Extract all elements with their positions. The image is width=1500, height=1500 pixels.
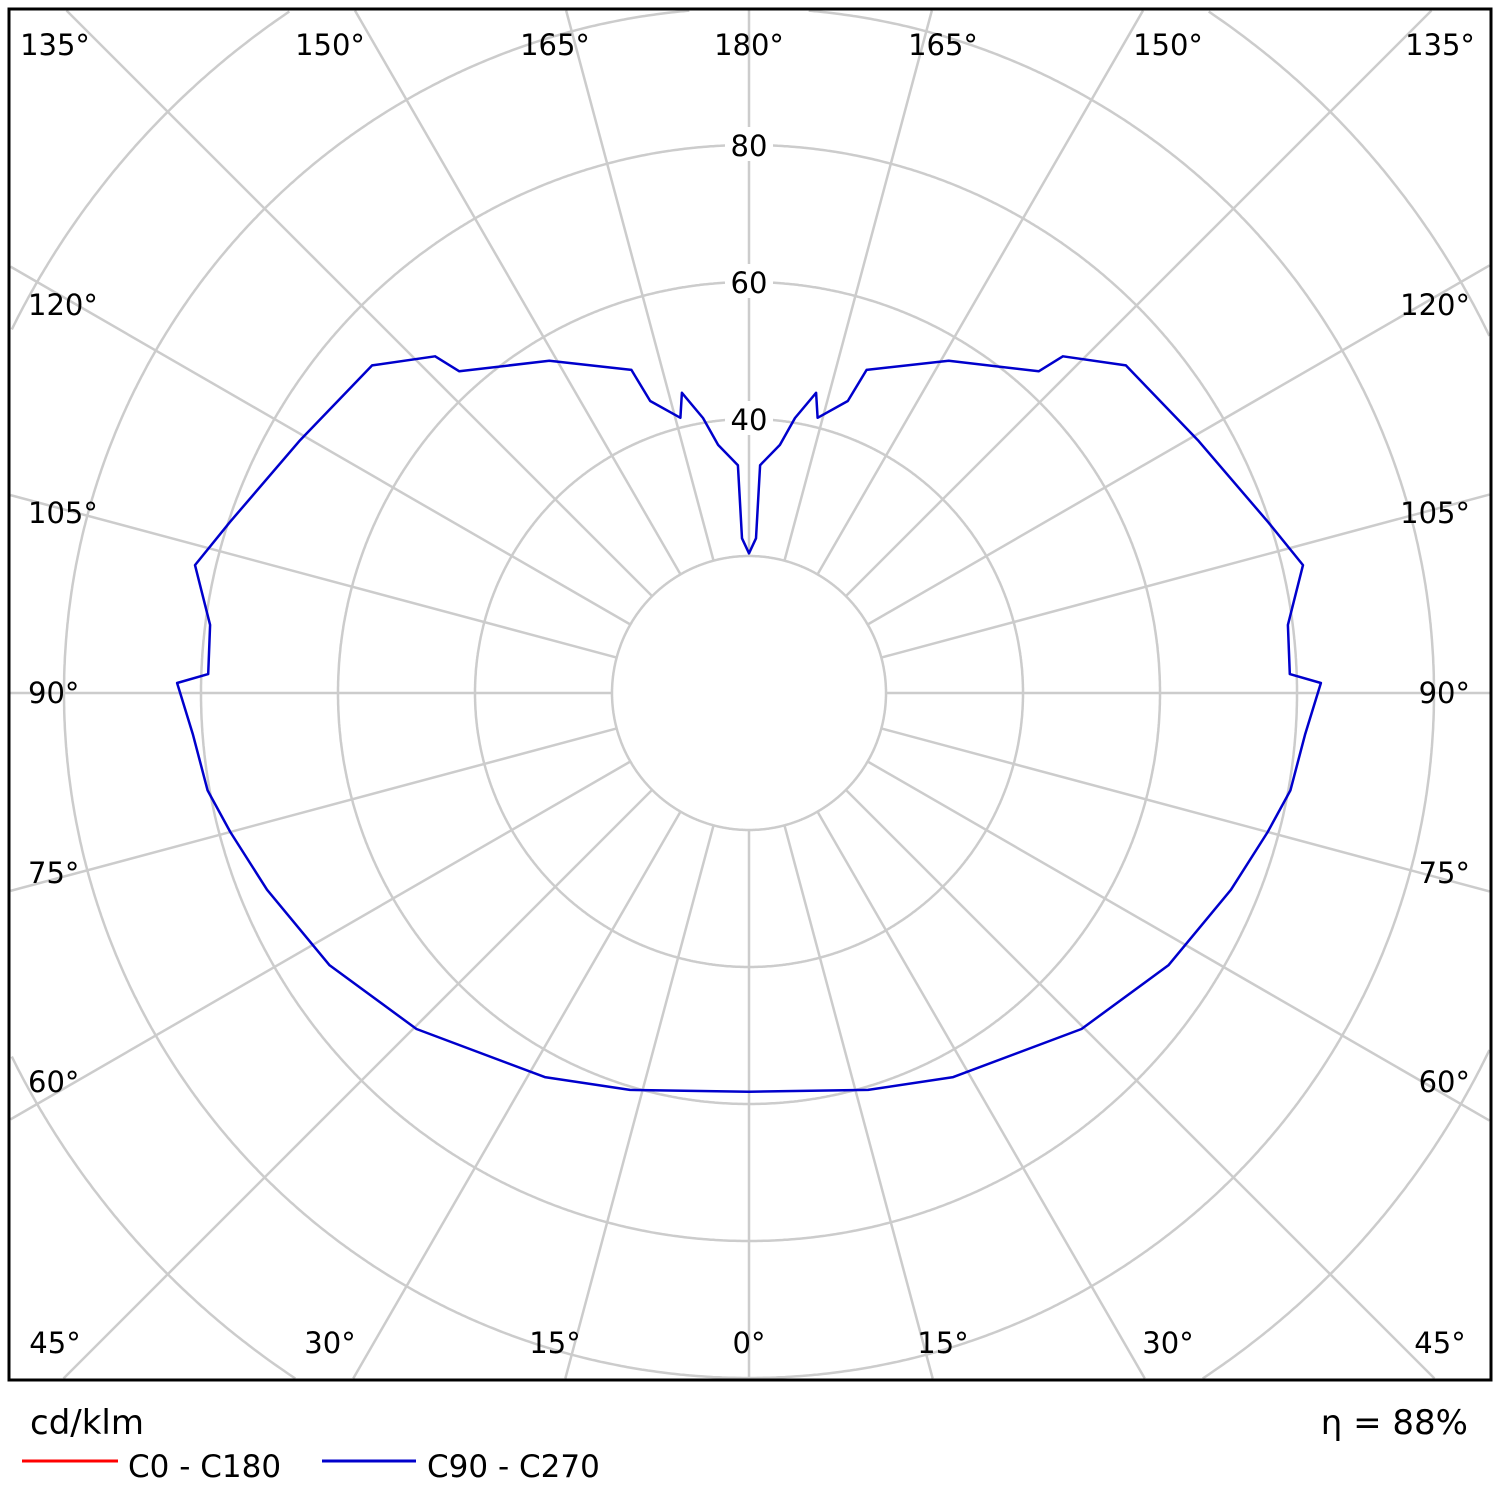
angle-tick-label: 105° <box>1400 496 1470 530</box>
angle-tick-label: 135° <box>20 28 90 62</box>
angle-tick-label: 30° <box>304 1326 355 1360</box>
legend-label-c90: C90 - C270 <box>427 1449 600 1485</box>
unit-label: cd/klm <box>30 1403 144 1443</box>
grid-spoke <box>564 825 715 1379</box>
grid-spoke <box>353 9 682 575</box>
radial-labels: 40 60 80 <box>725 127 773 437</box>
grid-spoke <box>62 788 654 1380</box>
angle-tick-label: 30° <box>1142 1326 1193 1360</box>
grid-spoke <box>867 760 1491 1122</box>
grid-spoke <box>844 9 1433 598</box>
series-curve-1 <box>175 355 1323 1093</box>
curves <box>175 355 1323 1093</box>
angle-tick-label: 60° <box>28 1065 79 1099</box>
grid-spoke <box>564 10 715 561</box>
grid-spoke <box>881 493 1490 659</box>
grid-spoke <box>9 265 631 626</box>
angle-tick-label: 75° <box>1419 856 1470 890</box>
angle-tick-label: 15° <box>917 1326 968 1360</box>
angle-tick-label: 0° <box>733 1326 766 1360</box>
grid-spoke <box>881 727 1490 893</box>
grid-spoke <box>65 9 654 598</box>
angle-tick-label: 120° <box>1400 288 1470 322</box>
angle-tick-label: 165° <box>520 28 590 62</box>
grid-spoke <box>867 264 1491 626</box>
grid-spoke <box>816 811 1146 1380</box>
angle-tick-label: 75° <box>28 856 79 890</box>
angle-tick-label: 45° <box>29 1326 80 1360</box>
angle-tick-label: 120° <box>28 288 98 322</box>
angle-tick-label: 45° <box>1414 1326 1465 1360</box>
angle-tick-label: 15° <box>529 1326 580 1360</box>
radial-tick-label: 60 <box>731 266 768 300</box>
grid-spoke <box>844 788 1436 1380</box>
angle-tick-label: 135° <box>1405 28 1475 62</box>
angle-tick-label: 165° <box>908 28 978 62</box>
angle-tick-label: 150° <box>295 28 365 62</box>
grid-ring <box>10 10 1491 1380</box>
grid-spoke <box>10 727 617 893</box>
grid-spoke <box>783 825 934 1379</box>
radial-tick-label: 40 <box>731 403 768 437</box>
grid-ring <box>610 554 888 832</box>
angle-tick-label: 180° <box>714 28 784 62</box>
angle-tick-label: 90° <box>1419 676 1470 710</box>
grid-spoke <box>816 9 1145 575</box>
angle-tick-label: 105° <box>28 496 98 530</box>
grid-spoke <box>10 493 617 659</box>
grid-spoke <box>352 811 682 1380</box>
angle-tick-label: 90° <box>28 676 79 710</box>
grid-ring <box>62 9 1436 1380</box>
chart-frame <box>7 7 1493 1382</box>
polar-grid <box>9 9 1491 1380</box>
legend-label-c0: C0 - C180 <box>128 1449 281 1485</box>
angle-tick-label: 150° <box>1133 28 1203 62</box>
angle-tick-label: 60° <box>1419 1065 1470 1099</box>
grid-spoke <box>9 760 631 1121</box>
angle-labels: 135° 150° 165° 180° 165° 150° 135° 45° 30° 15° 0° 1… <box>20 28 1475 1360</box>
grid-spoke <box>783 10 934 561</box>
efficiency-label: η = 88% <box>1321 1403 1468 1443</box>
radial-tick-label: 80 <box>731 129 768 163</box>
